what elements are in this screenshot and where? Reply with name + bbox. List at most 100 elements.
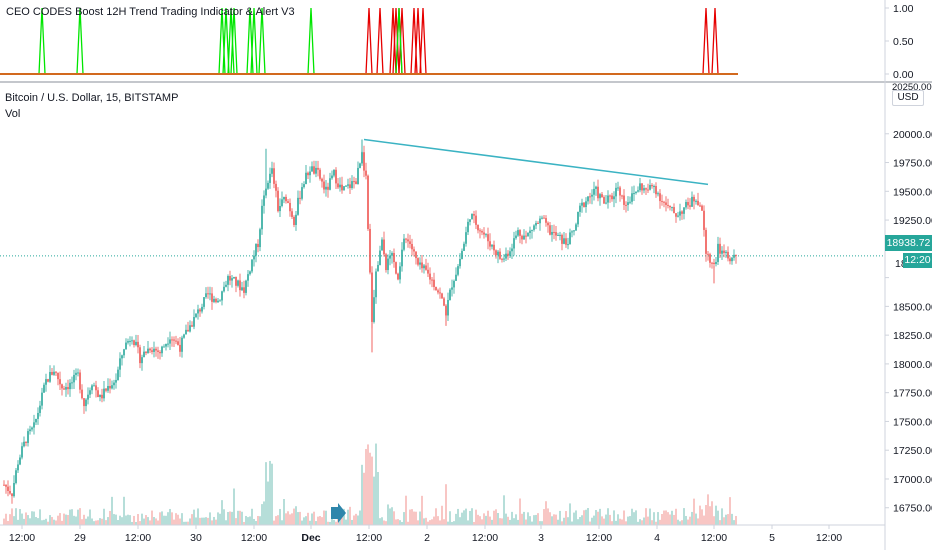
indicator-signals (38, 7, 719, 75)
indicator-tick-label: 1.00 (893, 3, 914, 15)
candle-body (593, 188, 595, 195)
candle-body (453, 280, 455, 288)
volume-bar (199, 517, 201, 525)
right-arrow-icon[interactable] (331, 503, 346, 523)
candle-body (489, 241, 491, 247)
volume-bar (169, 508, 171, 525)
volume-bar (451, 521, 453, 525)
signal-spike (222, 7, 230, 75)
candle-body (695, 200, 697, 202)
volume-bar (137, 514, 139, 525)
volume-bar (119, 515, 121, 525)
candle-body (331, 175, 333, 179)
candle-body (251, 259, 253, 272)
candle-body (97, 390, 99, 397)
candle-body (37, 412, 39, 419)
volume-bar (167, 512, 169, 525)
candle-body (693, 196, 695, 202)
candle-body (369, 228, 371, 273)
volume-bar (85, 518, 87, 525)
candle-body (115, 379, 117, 383)
candle-body (681, 211, 683, 214)
volume-bars (3, 443, 737, 525)
volume-bar (639, 519, 641, 525)
candle-body (545, 218, 547, 223)
volume-bar (391, 507, 393, 525)
price-axis[interactable]: 20000.00 19750.00 19500.00 19250.00 18500.00… (885, 129, 932, 515)
candle-body (409, 241, 411, 245)
volume-bar (587, 508, 589, 525)
candle-body (503, 258, 505, 260)
volume-bar (577, 519, 579, 525)
candle-body (595, 186, 597, 189)
candle-body (395, 262, 397, 274)
volume-bar (623, 510, 625, 525)
indicator-pane[interactable]: CEO CODES Boost 12H Trend Trading Indica… (0, 0, 885, 80)
partial-top-tick-label: 20250.00 (892, 82, 932, 93)
candle-body (611, 195, 613, 200)
volume-bar (95, 520, 97, 525)
volume-bar (543, 509, 545, 525)
indicator-price-axis[interactable]: 1.00 0.50 0.00 (885, 3, 914, 81)
volume-bar (357, 515, 359, 525)
volume-bar (383, 520, 385, 525)
volume-bar (239, 510, 241, 525)
candle-body (529, 230, 531, 233)
candle-body (303, 184, 305, 188)
volume-bar (353, 515, 355, 525)
currency-badge[interactable]: USD (892, 90, 924, 106)
volume-bar (643, 517, 645, 525)
candle-body (597, 186, 599, 199)
candle-body (143, 351, 145, 358)
volume-bar (703, 515, 705, 525)
time-tick-label: 5 (769, 532, 775, 544)
volume-bar (527, 512, 529, 525)
volume-bar (355, 513, 357, 525)
candle-body (183, 334, 185, 338)
last-price-tag: 18938.72 (885, 235, 932, 251)
volume-bar (345, 519, 347, 525)
candle-body (571, 231, 573, 233)
volume-bar (481, 519, 483, 525)
volume-bar (427, 521, 429, 525)
volume-bar (147, 517, 149, 525)
volume-bar (537, 513, 539, 525)
trendline-drawing[interactable] (363, 138, 709, 186)
candle-body (21, 446, 23, 458)
candle-body (325, 186, 327, 190)
volume-bar (459, 517, 461, 525)
volume-bar (371, 456, 373, 525)
candle-body (649, 185, 651, 190)
volume-bar (281, 520, 283, 525)
candle-body (691, 196, 693, 207)
candle-body (5, 484, 7, 487)
candle-body (89, 390, 91, 395)
candle-body (275, 183, 277, 191)
volume-bar (115, 514, 117, 525)
volume-bar (323, 510, 325, 525)
candle-body (483, 232, 485, 235)
candle-body (421, 262, 423, 269)
candle-body (501, 258, 503, 260)
candle-body (125, 342, 127, 350)
volume-bar (7, 520, 9, 525)
volume-bar (31, 511, 33, 525)
candle-body (281, 199, 283, 206)
volume-bar (707, 494, 709, 525)
price-pane[interactable]: Bitcoin / U.S. Dollar, 15, BITSTAMP Vol (0, 92, 885, 525)
volume-bar (293, 508, 295, 525)
candle-body (385, 254, 387, 271)
price-tick-label: 19250.00 (893, 215, 932, 227)
volume-bar (255, 521, 257, 525)
volume-bar (83, 514, 85, 525)
partial-tick-under-tag: 18 (895, 258, 907, 270)
volume-bar (99, 518, 101, 525)
candle-body (169, 339, 171, 344)
candle-body (151, 350, 153, 352)
volume-bar (245, 515, 247, 525)
candle-body (323, 181, 325, 190)
volume-bar (9, 514, 11, 525)
time-axis[interactable]: 12:00 29 12:00 30 12:00 Dec 12:00 2 12:00 3 12:00 4… (9, 525, 842, 544)
volume-bar (165, 515, 167, 525)
